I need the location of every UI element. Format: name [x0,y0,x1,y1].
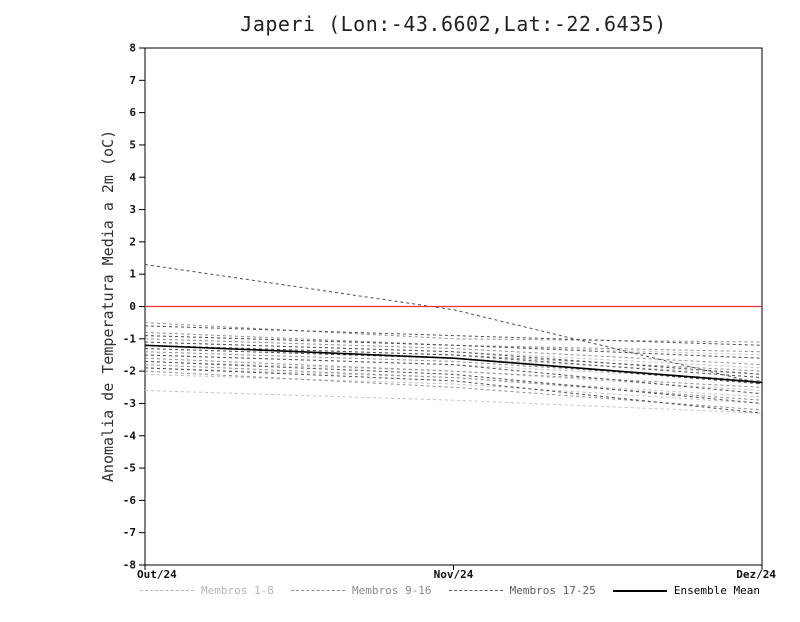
ensemble-member-line [144,354,763,395]
ensemble-member-line [144,373,763,404]
legend-label-ensemble-mean: Ensemble Mean [673,584,760,597]
y-tick-label: -1 [123,332,137,345]
y-tick-label: 0 [129,300,136,313]
y-tick-label: 4 [129,171,136,184]
ensemble-member-line [144,263,763,385]
legend-item-membros-1-8: Membros 1-8 [140,584,274,597]
legend-line-sample-membros-17-25 [448,590,503,591]
y-tick-label: -5 [123,462,136,475]
ensemble-member-line [144,390,763,414]
x-tick-label: Nov/24 [434,568,474,581]
ensemble-mean-line [144,344,763,384]
y-tick-label: -3 [123,397,136,410]
y-tick-label: 5 [129,138,136,151]
legend-label-membros-17-25: Membros 17-25 [509,584,596,597]
chart-title: Japeri (Lon:-43.6602,Lat:-22.6435) [240,12,667,36]
ensemble-member-line [144,357,763,388]
ensemble-member-line [144,360,763,404]
legend-item-membros-9-16: Membros 9-16 [291,584,432,597]
ensemble-member-line [144,370,763,411]
legend-item-membros-17-25: Membros 17-25 [448,584,596,597]
y-tick-label: -7 [123,526,136,539]
x-tick-label: Dez/24 [736,568,776,581]
ensemble-member-line [144,341,763,375]
legend-line-sample-membros-1-8 [140,590,194,591]
y-tick-label: -8 [123,559,136,572]
ensemble-member-line [144,335,763,359]
y-tick-label: -6 [123,494,137,507]
ensemble-member-line [144,322,763,343]
x-tick-label: Out/24 [137,568,177,581]
ensemble-member-line [144,364,763,401]
legend-line-sample-membros-9-16 [291,590,346,591]
legend-label-membros-9-16: Membros 9-16 [352,584,432,597]
legend-label-membros-1-8: Membros 1-8 [201,584,274,597]
ensemble-member-line [144,367,763,414]
y-tick-label: -2 [123,365,136,378]
y-tick-label: 7 [129,74,136,87]
legend-line-sample-ensemble-mean [612,589,667,592]
y-tick-label: -4 [123,429,137,442]
y-tick-label: 1 [129,268,136,281]
ensemble-member-line [144,351,763,382]
legend-item-ensemble-mean: Ensemble Mean [612,584,760,597]
legend: Membros 1-8 Membros 9-16 Membros 17-25 E… [140,584,760,597]
ensemble-member-line [144,325,763,346]
y-tick-label: 6 [129,106,136,119]
ensemble-member-line [144,338,763,366]
y-tick-label: 3 [129,203,136,216]
y-tick-label: 8 [129,42,136,55]
ensemble-member-line [144,344,763,379]
y-axis-label: Anomalia de Temperatura Media a 2m (oC) [99,129,117,483]
y-tick-label: 2 [129,235,136,248]
